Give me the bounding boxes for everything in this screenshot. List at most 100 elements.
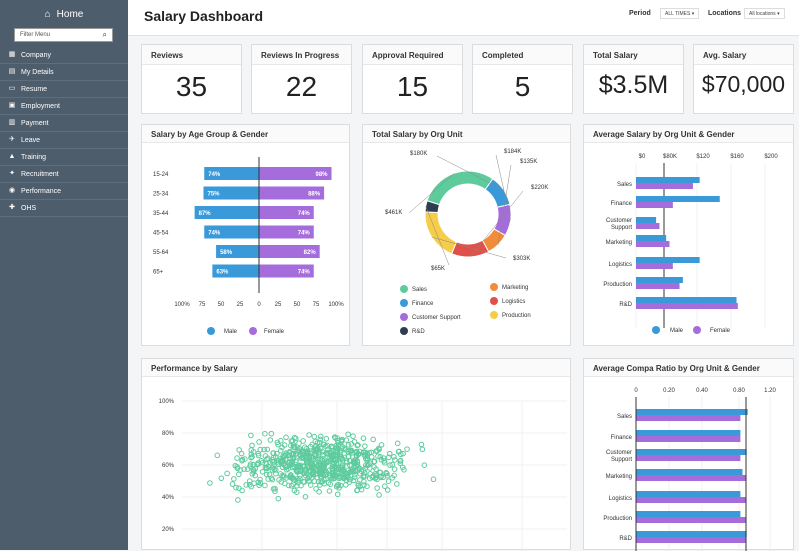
male-bar bbox=[216, 245, 259, 258]
bar-label: 74% bbox=[208, 172, 221, 178]
tick-label: $0 bbox=[639, 154, 646, 160]
tick-label: 0 bbox=[634, 388, 638, 394]
female-bar bbox=[259, 186, 325, 200]
scatter-point bbox=[239, 487, 245, 494]
female-bar bbox=[636, 223, 660, 229]
tick-label: 75 bbox=[313, 302, 320, 308]
scatter-point bbox=[257, 446, 264, 453]
building-icon: ▦ bbox=[8, 51, 16, 58]
scatter-point bbox=[283, 467, 290, 473]
sidebar-item-label: OHS bbox=[21, 204, 37, 212]
scatter-point bbox=[345, 474, 352, 481]
female-bar bbox=[636, 415, 741, 421]
male-bar bbox=[636, 469, 743, 475]
bar-label: 75% bbox=[208, 192, 221, 198]
sidebar-item-company[interactable]: ▦ Company bbox=[0, 47, 128, 64]
scatter-point bbox=[246, 478, 253, 484]
scatter-point bbox=[242, 456, 248, 462]
filter-menu-input[interactable]: Filter Menu ⌕ bbox=[14, 28, 113, 42]
kpi-title: Reviews bbox=[142, 45, 241, 65]
scatter-point bbox=[391, 466, 398, 472]
sidebar-item-recruitment[interactable]: ✦ Recruitment bbox=[0, 166, 128, 183]
scatter-point bbox=[320, 472, 327, 479]
kpi-value: 15 bbox=[396, 71, 429, 102]
org-unit-pie-chart: $461K $180K $184K $135K $220K $303K $65K Sales F… bbox=[385, 149, 548, 335]
sidebar-item-ohs[interactable]: ✚ OHS bbox=[0, 200, 128, 217]
scatter-point bbox=[335, 440, 341, 446]
slice-label: $184K bbox=[504, 149, 521, 155]
scatter-point bbox=[306, 477, 312, 484]
scatter-point bbox=[343, 437, 350, 443]
scatter-point bbox=[323, 469, 330, 476]
scatter-point bbox=[351, 438, 358, 445]
panel-age-gender: Salary by Age Group & Gender 15-24 74% 98%… bbox=[141, 124, 350, 346]
scatter-point bbox=[283, 475, 289, 481]
male-bar bbox=[636, 430, 741, 436]
scatter-point bbox=[279, 464, 286, 471]
search-icon[interactable]: ⌕ bbox=[102, 30, 107, 39]
legend-label: R&D bbox=[412, 329, 425, 335]
male-bar bbox=[636, 196, 720, 202]
sidebar-item-performance[interactable]: ◉ Performance bbox=[0, 183, 128, 200]
home-link[interactable]: ⌂ Home bbox=[0, 0, 128, 28]
scatter-point bbox=[235, 497, 241, 503]
tick-label: 1.20 bbox=[764, 388, 776, 394]
scatter-point bbox=[391, 453, 397, 460]
sidebar-item-training[interactable]: ▲ Training bbox=[0, 149, 128, 166]
period-select[interactable]: ALL TIMES ▾ bbox=[660, 8, 700, 19]
scatter-point bbox=[335, 466, 342, 472]
scatter-point bbox=[316, 489, 322, 495]
scatter-point bbox=[340, 468, 346, 474]
locations-label: Locations bbox=[708, 10, 742, 17]
scatter-point bbox=[370, 436, 377, 443]
category-label: Support bbox=[611, 225, 632, 231]
locations-select[interactable]: All locations ▾ bbox=[744, 8, 785, 19]
sidebar-item-resume[interactable]: ▭ Resume bbox=[0, 81, 128, 98]
legend-label: Production bbox=[502, 313, 531, 319]
scatter-point bbox=[288, 442, 294, 449]
scatter-point bbox=[291, 443, 298, 450]
scatter-point bbox=[421, 462, 428, 469]
tick-label: $160 bbox=[730, 154, 744, 160]
sidebar-item-my-details[interactable]: ▤ My Details bbox=[0, 64, 128, 81]
recruit-icon: ✦ bbox=[9, 170, 15, 177]
kpi-card-reviews: Reviews 35 bbox=[141, 44, 242, 114]
scatter-point bbox=[214, 452, 221, 459]
kpi-value: 35 bbox=[175, 71, 208, 102]
category-label: R&D bbox=[619, 302, 632, 308]
panel-title: Performance by Salary bbox=[142, 359, 570, 377]
scatter-point bbox=[337, 474, 344, 481]
tick-label: $120 bbox=[696, 154, 710, 160]
sidebar-item-leave[interactable]: ✈ Leave bbox=[0, 132, 128, 149]
pie-slice bbox=[426, 170, 494, 206]
sidebar-item-employment[interactable]: ▣ Employment bbox=[0, 98, 128, 115]
avg-salary-org-chart: $0 $80K $120 $160 $200 Sales Finance CustomerSu… bbox=[603, 154, 778, 334]
scatter-point bbox=[326, 488, 333, 494]
scatter-point bbox=[297, 473, 303, 479]
scatter-point bbox=[287, 474, 293, 480]
scatter-point bbox=[308, 475, 315, 481]
legend-dot bbox=[490, 283, 498, 291]
tick-label: 60% bbox=[162, 463, 175, 469]
scatter-point bbox=[313, 447, 319, 454]
bar-label: 88% bbox=[308, 192, 321, 198]
sidebar-item-payment[interactable]: ▥ Payment bbox=[0, 115, 128, 132]
legend-dot bbox=[400, 327, 408, 335]
male-bar bbox=[636, 491, 741, 497]
scatter-point bbox=[394, 481, 400, 487]
scatter-point bbox=[378, 473, 385, 479]
scatter-point bbox=[374, 447, 381, 454]
scatter-point bbox=[350, 477, 357, 484]
scatter-point bbox=[231, 476, 237, 482]
legend-label: Female bbox=[710, 328, 731, 334]
scatter-point bbox=[315, 478, 322, 485]
kpi-card-completed: Completed 5 bbox=[472, 44, 573, 114]
panel-org-unit-pie: Total Salary by Org Unit $461K $180K $184K… bbox=[362, 124, 571, 346]
scatter-point bbox=[307, 450, 313, 456]
kpi-value: 22 bbox=[285, 71, 318, 102]
leader-line bbox=[436, 155, 504, 191]
panel-title: Average Salary by Org Unit & Gender bbox=[584, 125, 793, 143]
female-bar bbox=[636, 436, 741, 442]
kpi-title: Completed bbox=[473, 45, 572, 65]
scatter-point bbox=[355, 442, 361, 448]
